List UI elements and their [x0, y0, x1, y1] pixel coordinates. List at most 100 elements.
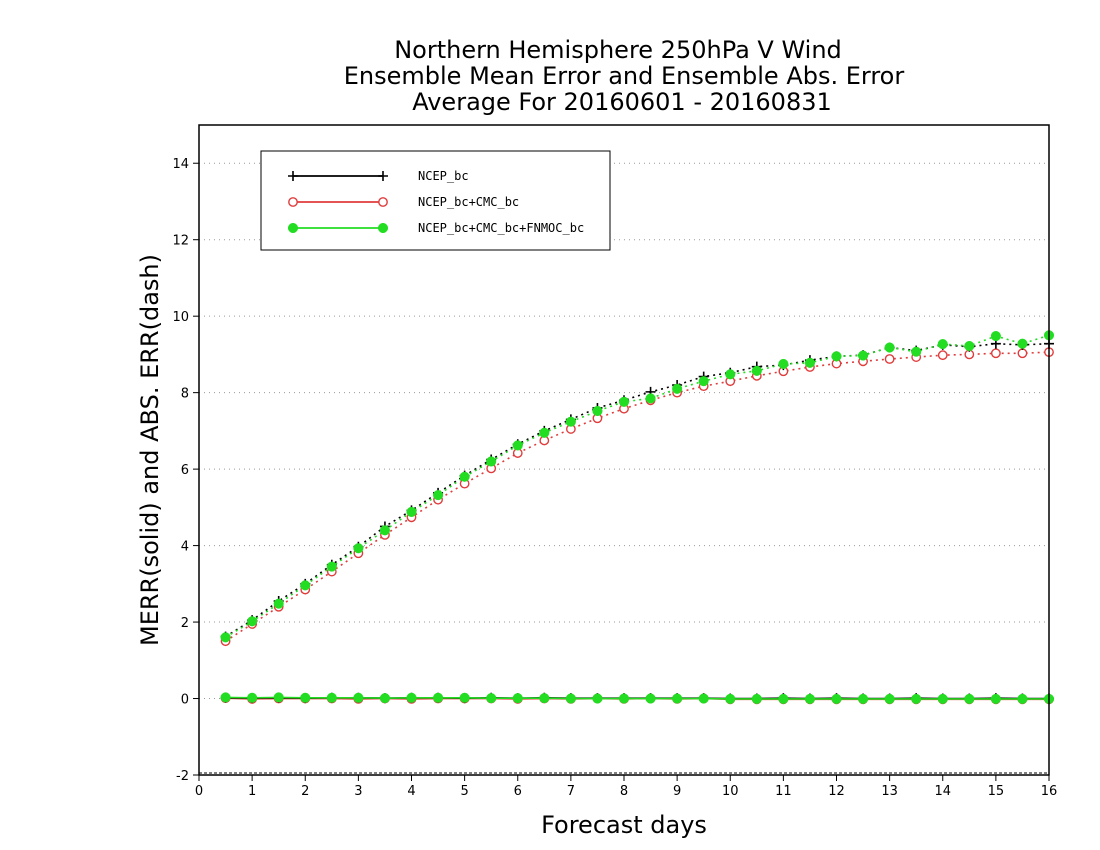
abs-err-point [273, 598, 284, 609]
merr-point [698, 693, 709, 704]
chart-title: Northern Hemisphere 250hPa V Wind Ensemb… [344, 36, 905, 116]
abs-err-point [592, 405, 603, 417]
chart-title-line-1: Northern Hemisphere 250hPa V Wind [394, 36, 842, 64]
abs-err-point [486, 456, 497, 467]
merr-point [406, 692, 417, 703]
merr-point [1017, 693, 1028, 704]
y-tick-label: 6 [181, 463, 189, 478]
x-tick-label: 15 [988, 784, 1005, 799]
x-tick-label: 13 [881, 784, 898, 799]
merr-point [247, 692, 258, 703]
merr-point [778, 693, 789, 704]
merr-point [379, 693, 390, 704]
abs-err-point [220, 632, 231, 643]
y-tick-label: 10 [172, 310, 189, 325]
x-tick-label: 9 [673, 784, 681, 799]
legend-marker [378, 197, 388, 207]
merr-point [937, 693, 948, 704]
merr-point [592, 693, 603, 704]
legend-label: NCEP_bc [418, 169, 469, 183]
abs-err-point [672, 383, 683, 394]
abs-err-point [751, 365, 762, 376]
grid [199, 162, 1049, 774]
abs-err-point [618, 396, 630, 407]
abs-err-point [247, 616, 258, 627]
abs-err-point [379, 525, 390, 536]
abs-err-line [225, 342, 1050, 638]
abs-err-point [884, 354, 895, 364]
abs-err-point [911, 346, 922, 357]
merr-point [725, 693, 736, 704]
abs-err-point [565, 416, 576, 427]
merr-point [459, 692, 470, 703]
abs-err-point [300, 580, 311, 591]
abs-err-point [725, 369, 736, 380]
merr-point [804, 693, 815, 704]
merr-point [858, 693, 869, 704]
merr-point [831, 693, 842, 704]
abs-err-point [1017, 348, 1028, 359]
legend-marker [288, 171, 298, 181]
merr-point [486, 693, 497, 704]
y-axis-label: MERR(solid) and ABS. ERR(dash) [136, 254, 164, 646]
abs-err-point [990, 348, 1001, 359]
merr-point [990, 693, 1001, 704]
abs-err-point [804, 357, 815, 368]
merr-point [273, 692, 284, 703]
y-tick-label: 14 [172, 157, 189, 172]
abs-err-point [645, 393, 656, 404]
legend-marker [287, 222, 299, 234]
merr-point [539, 693, 550, 704]
x-tick-label: 2 [301, 784, 309, 799]
legend-marker [288, 197, 298, 207]
x-tick-label: 0 [195, 784, 203, 799]
x-tick-label: 12 [828, 784, 845, 799]
abs-err-point [406, 506, 417, 517]
x-tick-label: 7 [567, 784, 575, 799]
legend-marker [377, 222, 389, 234]
abs-err-line [225, 351, 1050, 642]
merr-point [964, 693, 975, 704]
y-tick-label: 2 [181, 616, 189, 631]
abs-err-point [1017, 338, 1028, 349]
x-axis-label: Forecast days [541, 811, 707, 839]
abs-err-point [858, 350, 869, 361]
merr-point [300, 692, 311, 703]
merr-point [672, 693, 683, 704]
abs-err-point [937, 350, 948, 361]
y-tick-label: 12 [172, 234, 189, 249]
merr-point [512, 693, 523, 704]
y-tick-label: 0 [181, 693, 189, 708]
x-tick-label: 11 [775, 784, 792, 799]
x-tick-label: 4 [407, 784, 415, 799]
y-tick-label: 4 [181, 540, 189, 555]
x-tick-label: 14 [934, 784, 951, 799]
abs-err-point [512, 440, 523, 451]
abs-err-point [459, 471, 470, 482]
merr-point [645, 693, 656, 704]
merr-point [220, 692, 231, 703]
abs-err-point [326, 561, 337, 572]
x-tick-label: 16 [1041, 784, 1058, 799]
merr-point [618, 693, 630, 704]
legend-label: NCEP_bc+CMC_bc [418, 195, 519, 209]
abs-err-point [778, 358, 789, 370]
x-tick-label: 8 [620, 784, 628, 799]
x-tick-label: 3 [354, 784, 362, 799]
y-tick-label: -2 [176, 769, 189, 784]
merr-point [884, 693, 895, 704]
x-tick-label: 10 [722, 784, 739, 799]
merr-point [751, 693, 762, 704]
y-tick-label: 8 [181, 387, 189, 402]
abs-err-point [539, 427, 550, 438]
merr-point [911, 693, 922, 704]
merr-point [326, 692, 337, 703]
x-tick-label: 6 [514, 784, 522, 799]
merr-point [353, 692, 364, 703]
chart-title-line-3: Average For 20160601 - 20160831 [412, 88, 832, 116]
abs-err-point [698, 376, 709, 387]
merr-point [433, 692, 444, 703]
legend-box [260, 150, 611, 251]
